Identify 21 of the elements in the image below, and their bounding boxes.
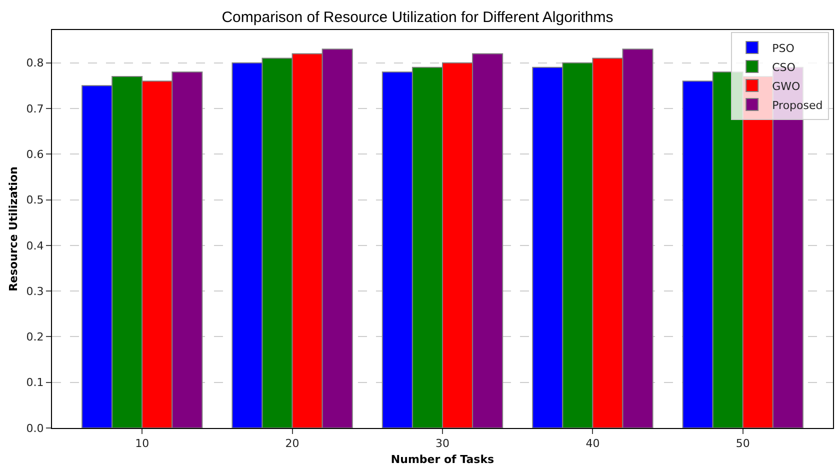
y-axis-title: Resource Utilization <box>6 166 20 292</box>
y-tick-label: 0.6 <box>26 148 44 161</box>
x-axis-title: Number of Tasks <box>390 453 495 466</box>
legend-label: PSO <box>772 42 795 55</box>
y-tick-label: 0.5 <box>26 194 44 207</box>
x-tick-label: 30 <box>436 437 450 450</box>
legend-label: Proposed <box>772 98 823 112</box>
y-tick-label: 0.0 <box>26 422 44 435</box>
x-tick-label: 40 <box>586 437 600 450</box>
legend-label: GWO <box>772 80 800 93</box>
legend-label: CSO <box>772 60 796 74</box>
x-tick-label: 10 <box>135 437 150 450</box>
x-tick-label: 50 <box>736 437 750 450</box>
y-tick-label: 0.1 <box>26 376 44 390</box>
chart-title: Comparison of Resource Utilization for Different Algorithms <box>222 9 614 26</box>
y-tick-label: 0.7 <box>26 102 44 116</box>
y-tick-label: 0.8 <box>26 56 44 70</box>
y-tick-label: 0.4 <box>26 239 44 252</box>
x-tick-label: 20 <box>285 437 300 450</box>
y-tick-label: 0.2 <box>26 330 44 344</box>
y-tick-label: 0.3 <box>26 284 44 298</box>
